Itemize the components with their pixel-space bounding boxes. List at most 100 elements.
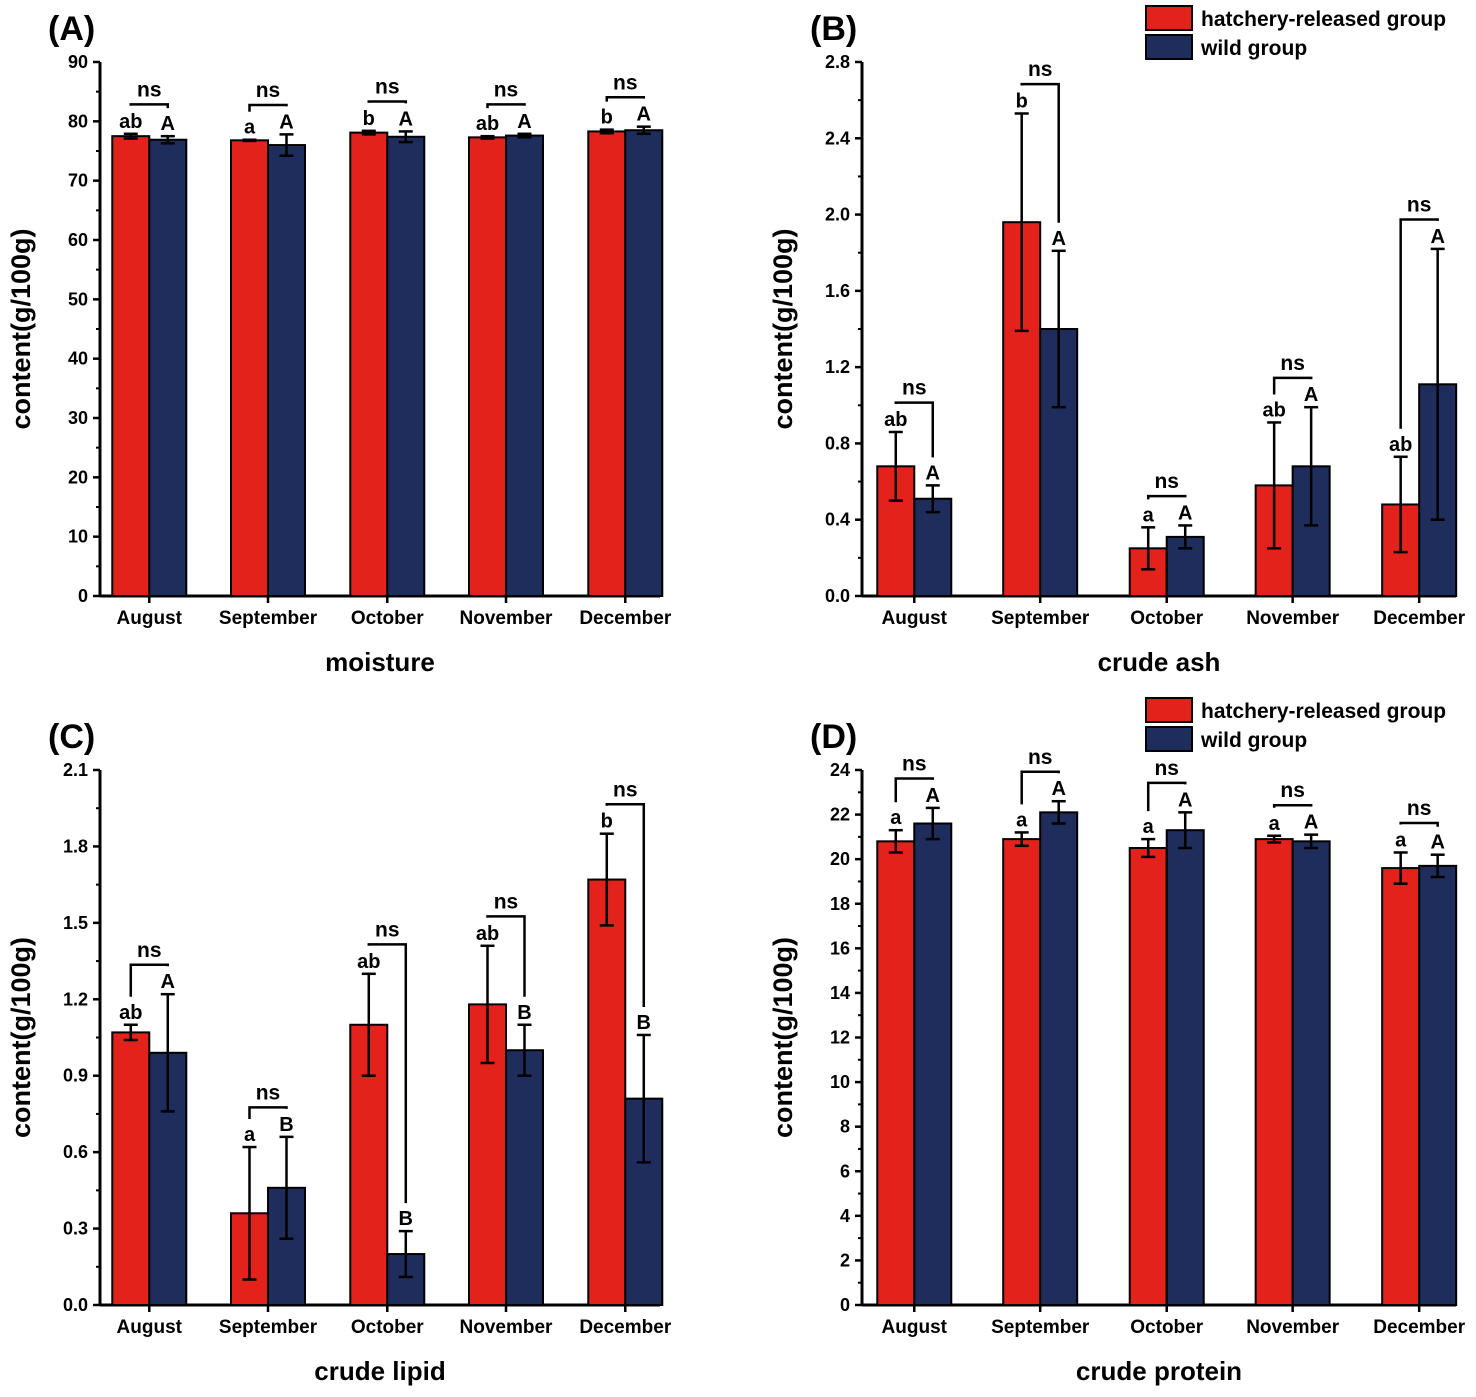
significance-bracket (367, 100, 408, 104)
significance-bracket (486, 915, 526, 997)
significance-letter-hatchery: ab (119, 111, 142, 133)
significance-letter-wild: A (1304, 812, 1318, 834)
significance-letter-wild: A (1051, 228, 1065, 250)
significance-bracket (1272, 803, 1313, 808)
significance-label: ns (1280, 779, 1305, 802)
significance-letter-wild: A (399, 108, 413, 130)
significance-letter-hatchery: ab (884, 409, 907, 431)
y-tick-label: 16 (830, 938, 850, 958)
panel-b-crude-ash: (B) 0.0 0.4 0.8 1.2 1.6 2.0 2.4 2.8 content(g/100… (768, 5, 1466, 677)
y-tick-label: 24 (830, 760, 850, 780)
significance-label: ns (1407, 194, 1432, 217)
significance-letter-wild: A (1430, 832, 1444, 854)
significance-label: ns (613, 778, 638, 801)
bar-wild (913, 822, 953, 1306)
significance-letter-hatchery: a (244, 1124, 256, 1146)
significance-bracket (248, 103, 288, 112)
significance-bracket (129, 963, 170, 997)
bar-wild (505, 134, 544, 597)
y-tick-label: 18 (830, 894, 850, 914)
significance-letter-wild: A (1178, 789, 1192, 811)
significance-letter-hatchery: a (1143, 504, 1155, 526)
y-tick-label: 1.8 (63, 836, 88, 856)
x-axis-title: crude lipid (314, 1356, 445, 1386)
bar-wild (148, 138, 188, 598)
significance-bracket (129, 103, 170, 109)
y-tick-label: 0.6 (63, 1142, 88, 1162)
significance-letter-hatchery: b (363, 108, 375, 130)
significance-label: ns (1028, 746, 1053, 769)
y-tick-label: 10 (68, 527, 88, 547)
panel-label: (A) (48, 10, 95, 48)
significance-letter-wild: B (517, 1002, 531, 1024)
significance-letter-wild: A (1430, 226, 1444, 248)
legend-label-wild: wild group (1200, 729, 1307, 752)
significance-bracket (1399, 821, 1439, 827)
y-tick-label: 1.2 (63, 989, 88, 1009)
x-tick-label: December (579, 608, 671, 629)
y-tick-label: 50 (68, 289, 88, 309)
bar-hatchery (111, 135, 151, 598)
y-tick-label: 0 (840, 1295, 850, 1315)
significance-label: ns (494, 890, 519, 913)
significance-label: ns (256, 79, 281, 102)
panel-d-crude-protein: (D)024681012141618202224content(g/100g)c… (768, 697, 1466, 1386)
legend-label-wild: wild group (1200, 37, 1307, 60)
bar-wild (386, 135, 426, 597)
x-tick-label: December (1373, 608, 1465, 629)
significance-label: ns (1280, 352, 1305, 375)
significance-label: ns (902, 752, 927, 775)
significance-letter-wild: A (279, 111, 293, 133)
significance-letter-hatchery: a (1143, 816, 1155, 838)
bar-wild (624, 129, 664, 597)
significance-letter-hatchery: b (601, 811, 613, 833)
significance-letter-hatchery: ab (119, 1002, 142, 1024)
y-tick-label: 70 (68, 171, 88, 191)
y-tick-label: 0.0 (63, 1295, 88, 1315)
legend-swatch-wild (1145, 726, 1193, 752)
legend-swatch-hatchery (1145, 697, 1193, 723)
y-tick-label: 90 (68, 52, 88, 72)
bar-wild (1165, 829, 1205, 1306)
x-tick-label: October (1130, 1317, 1203, 1338)
significance-bracket (367, 943, 408, 1204)
significance-bracket (1272, 376, 1313, 395)
bar-wild (913, 497, 953, 597)
y-tick-label: 22 (830, 805, 850, 825)
legend-swatch-hatchery (1145, 5, 1193, 31)
significance-label: ns (375, 75, 400, 98)
bar-wild (1291, 840, 1331, 1306)
significance-bracket (1146, 781, 1187, 812)
y-tick-label: 0.4 (825, 510, 850, 530)
significance-letter-hatchery: b (601, 107, 613, 129)
bar-hatchery (468, 136, 507, 597)
significance-letter-wild: A (926, 785, 940, 807)
y-tick-label: 2.0 (825, 205, 850, 225)
bar-hatchery (1128, 847, 1168, 1306)
significance-letter-wild: A (161, 971, 175, 993)
x-tick-label: September (219, 608, 318, 629)
significance-letter-hatchery: a (1269, 813, 1281, 835)
y-tick-label: 6 (840, 1161, 850, 1181)
x-tick-label: November (1246, 1317, 1340, 1338)
x-tick-label: August (882, 608, 948, 629)
bar-hatchery (111, 1031, 151, 1307)
panel-a-moisture: (A) 0 10 20 30 40 50 60 70 80 90 content(g/100g) moi… (6, 10, 672, 677)
x-tick-label: November (1246, 608, 1340, 629)
x-tick-label: December (579, 1317, 671, 1338)
y-tick-label: 8 (840, 1117, 850, 1137)
significance-letter-wild: B (637, 1012, 651, 1034)
y-tick-label: 2 (840, 1250, 850, 1270)
legend: hatchery-released group wild group (1145, 5, 1446, 60)
bar-hatchery (876, 840, 916, 1306)
significance-bracket (1020, 770, 1060, 805)
significance-letter-wild: B (279, 1114, 293, 1136)
significance-letter-wild: A (517, 111, 531, 133)
x-axis-title: crude protein (1076, 1356, 1242, 1386)
y-tick-label: 40 (68, 349, 88, 369)
x-tick-label: September (991, 1317, 1090, 1338)
y-tick-label: 0.8 (825, 433, 850, 453)
y-tick-label: 20 (68, 467, 88, 487)
significance-letter-hatchery: ab (1262, 399, 1285, 421)
significance-letter-wild: B (399, 1208, 413, 1230)
